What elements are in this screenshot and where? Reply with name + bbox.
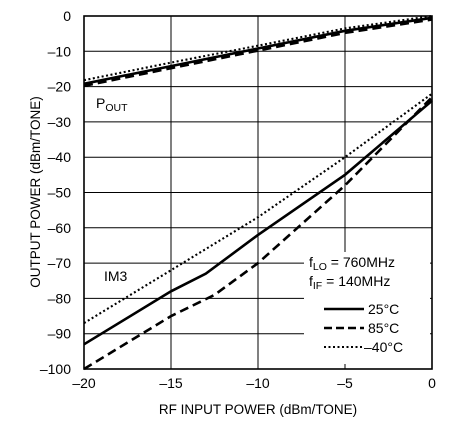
fif-label: fIF = 140MHz — [309, 273, 390, 292]
x-axis-title: RF INPUT POWER (dBm/TONE) — [159, 402, 357, 417]
series-im3-dotted — [83, 92, 433, 324]
series-im3-solid — [83, 99, 433, 346]
y-tick-label: –30 — [48, 114, 72, 130]
y-tick-label: –70 — [48, 255, 72, 271]
y-tick-label: –80 — [48, 290, 72, 306]
series-pout-solid — [83, 16, 433, 86]
y-tick-label: –90 — [48, 326, 72, 342]
legend-label-25c: 25°C — [368, 301, 399, 317]
y-tick-label: –100 — [40, 361, 71, 377]
flo-label-rest: = 760MHz — [327, 254, 395, 270]
pout-label: POUT — [96, 95, 128, 114]
flo-label-main: f — [309, 254, 313, 270]
x-tick-labels: –20 –15 –10 –5 0 — [72, 375, 436, 391]
x-tick-label: –20 — [72, 375, 96, 391]
y-axis-title: OUTPUT POWER (dBm/TONE) — [28, 96, 43, 288]
x-tick-label: –10 — [246, 375, 270, 391]
y-tick-labels: 0 –10 –20 –30 –40 –50 –60 –70 –80 –90 –100 — [40, 8, 71, 377]
y-tick-label: –10 — [48, 43, 72, 59]
im3-label: IM3 — [104, 268, 128, 284]
x-tick-label: –15 — [159, 375, 183, 391]
y-tick-label: –20 — [48, 79, 72, 95]
x-tick-label: 0 — [428, 375, 436, 391]
legend: fLO = 760MHz fIF = 140MHz 25°C 85°C –40°… — [304, 252, 430, 364]
series-pout-dashed — [83, 18, 433, 88]
series-im3-dashed — [83, 96, 433, 371]
series-pout-dotted — [83, 14, 433, 82]
fif-label-rest: = 140MHz — [322, 273, 390, 289]
pout-label-main: P — [96, 95, 105, 111]
flo-label: fLO = 760MHz — [309, 254, 395, 273]
series-layer — [83, 14, 433, 371]
fif-label-sub: IF — [313, 280, 322, 292]
flo-label-sub: LO — [313, 261, 327, 273]
x-tick-label: –5 — [337, 375, 353, 391]
fif-label-main: f — [309, 273, 313, 289]
plot-frame — [83, 15, 433, 370]
pout-label-sub: OUT — [105, 102, 128, 114]
y-tick-label: –40 — [48, 149, 72, 165]
y-tick-label: 0 — [63, 8, 71, 24]
legend-label-minus40c: –40°C — [364, 339, 403, 355]
y-tick-label: –50 — [48, 185, 72, 201]
legend-label-85c: 85°C — [368, 320, 399, 336]
y-tick-label: –60 — [48, 220, 72, 236]
